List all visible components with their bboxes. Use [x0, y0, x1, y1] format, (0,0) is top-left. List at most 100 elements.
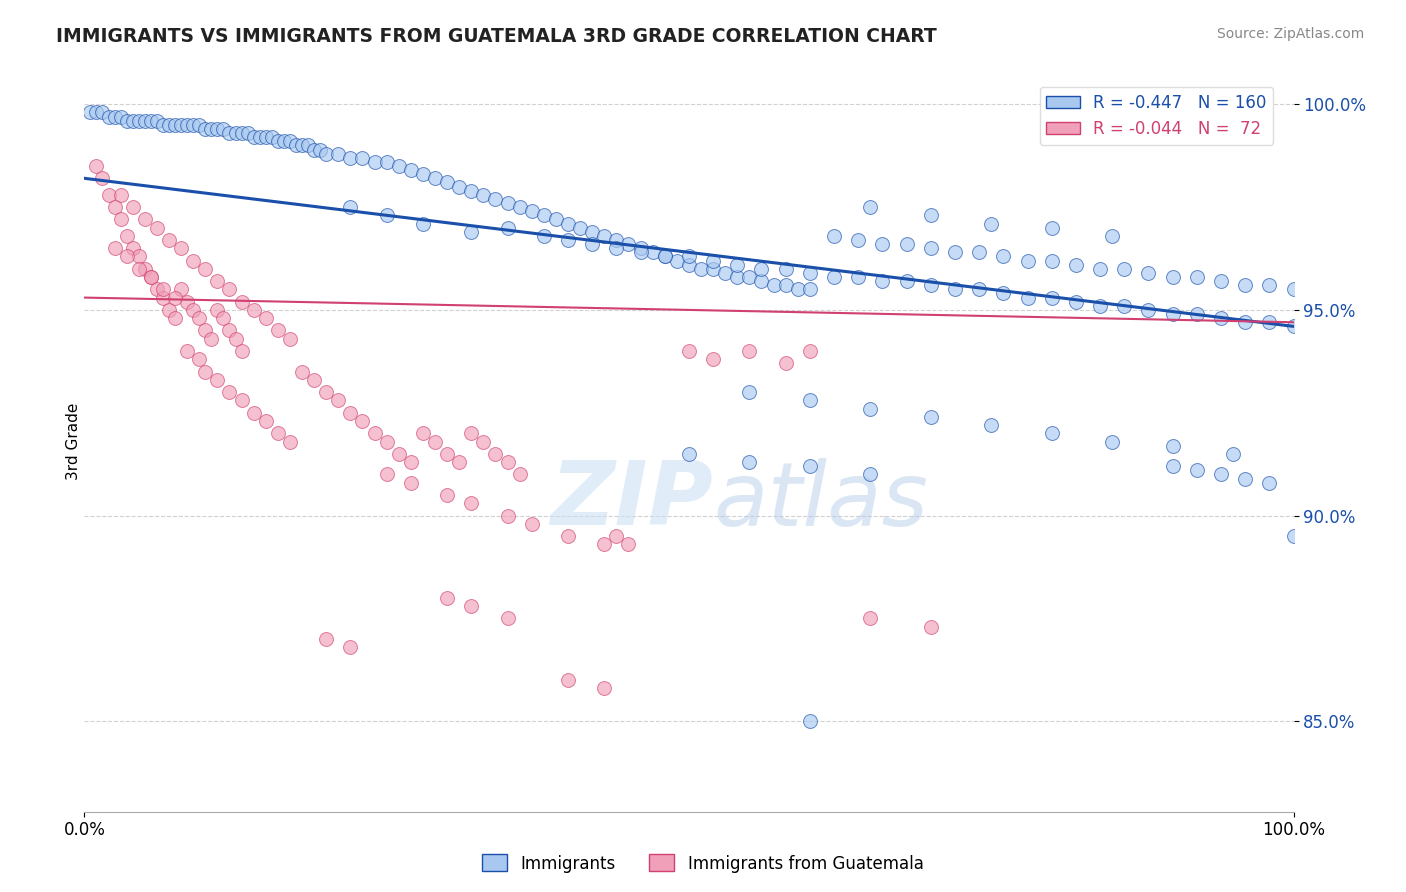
Point: [1161, 270, 1184, 285]
Point: [665, 253, 688, 268]
Point: [920, 278, 942, 293]
Point: [859, 467, 882, 482]
Point: [242, 406, 264, 420]
Point: [352, 414, 374, 428]
Point: [1137, 302, 1160, 317]
Point: [993, 250, 1015, 264]
Point: [520, 204, 543, 219]
Point: [1209, 467, 1232, 482]
Point: [291, 138, 314, 153]
Point: [86, 159, 108, 173]
Point: [291, 365, 314, 379]
Point: [557, 217, 579, 231]
Point: [315, 385, 337, 400]
Point: [218, 324, 240, 338]
Point: [751, 261, 773, 276]
Point: [139, 113, 162, 128]
Point: [714, 266, 737, 280]
Point: [231, 294, 253, 309]
Point: [1017, 291, 1039, 305]
Point: [1101, 228, 1123, 243]
Point: [449, 455, 471, 469]
Point: [1101, 434, 1123, 449]
Point: [678, 447, 700, 461]
Point: [170, 282, 193, 296]
Point: [181, 253, 204, 268]
Point: [557, 233, 579, 247]
Point: [423, 434, 446, 449]
Point: [104, 200, 127, 214]
Point: [775, 278, 797, 293]
Point: [181, 118, 204, 132]
Point: [1017, 253, 1039, 268]
Point: [165, 291, 187, 305]
Point: [388, 447, 411, 461]
Point: [593, 537, 616, 551]
Point: [751, 274, 773, 288]
Point: [943, 282, 966, 296]
Point: [702, 352, 724, 367]
Point: [176, 294, 198, 309]
Point: [738, 344, 761, 359]
Point: [267, 324, 290, 338]
Point: [1185, 463, 1208, 477]
Point: [872, 274, 894, 288]
Point: [128, 250, 150, 264]
Point: [1088, 261, 1111, 276]
Point: [278, 332, 301, 346]
Point: [339, 200, 361, 214]
Point: [557, 529, 579, 543]
Point: [1114, 261, 1136, 276]
Point: [249, 130, 271, 145]
Point: [496, 611, 519, 625]
Point: [896, 237, 918, 252]
Point: [896, 274, 918, 288]
Point: [1161, 307, 1184, 321]
Point: [617, 237, 640, 252]
Point: [509, 200, 531, 214]
Y-axis label: 3rd Grade: 3rd Grade: [66, 403, 80, 480]
Point: [254, 311, 277, 326]
Point: [225, 332, 247, 346]
Point: [412, 167, 434, 181]
Point: [207, 274, 229, 288]
Point: [533, 208, 555, 222]
Point: [399, 455, 422, 469]
Point: [97, 110, 120, 124]
Point: [1064, 258, 1087, 272]
Point: [86, 105, 108, 120]
Point: [194, 122, 217, 136]
Point: [260, 130, 283, 145]
Point: [207, 302, 229, 317]
Point: [278, 134, 301, 148]
Point: [194, 324, 217, 338]
Point: [509, 467, 531, 482]
Point: [460, 426, 482, 441]
Point: [775, 356, 797, 370]
Point: [352, 151, 374, 165]
Point: [1064, 294, 1087, 309]
Point: [799, 344, 821, 359]
Point: [920, 208, 942, 222]
Point: [194, 261, 217, 276]
Point: [231, 126, 253, 140]
Point: [1185, 307, 1208, 321]
Point: [1040, 220, 1063, 235]
Point: [630, 245, 652, 260]
Point: [139, 270, 162, 285]
Point: [121, 241, 143, 255]
Point: [1161, 459, 1184, 474]
Point: [212, 311, 235, 326]
Point: [104, 241, 127, 255]
Point: [104, 110, 127, 124]
Point: [207, 122, 229, 136]
Point: [339, 640, 361, 655]
Point: [1258, 475, 1281, 490]
Point: [157, 302, 180, 317]
Point: [188, 352, 211, 367]
Point: [1161, 439, 1184, 453]
Point: [967, 245, 990, 260]
Point: [375, 154, 398, 169]
Point: [496, 196, 519, 211]
Point: [188, 118, 211, 132]
